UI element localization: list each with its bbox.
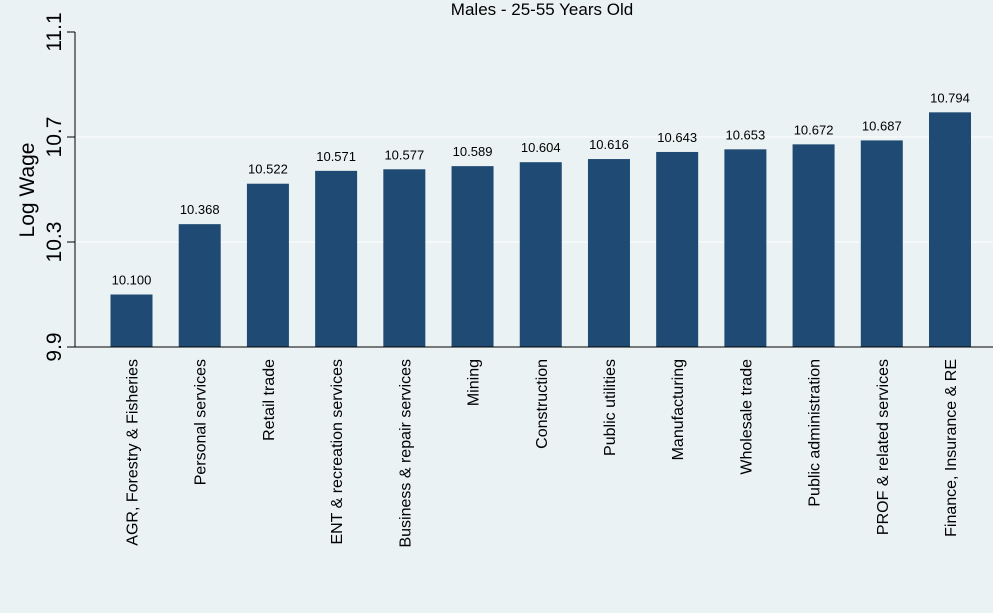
bars — [110, 112, 971, 347]
data-labels: 10.100 10.368 10.522 10.571 10.577 10.589 10.6… — [112, 90, 970, 287]
y-tick-label: 11.1 — [43, 12, 66, 51]
bar — [178, 224, 221, 347]
x-tick-label: Construction — [534, 359, 551, 449]
bar — [110, 294, 153, 347]
y-axis-label: Log Wage — [16, 143, 39, 238]
data-label: 10.687 — [862, 118, 902, 133]
x-tick-label: Personal services — [193, 359, 210, 485]
x-tick-label: ENT & recreation services — [329, 359, 346, 545]
bar — [383, 169, 426, 347]
bar — [656, 151, 699, 347]
x-tick-label: PROF & related services — [875, 359, 892, 535]
x-tick-label: Public administration — [807, 359, 824, 507]
data-label: 10.672 — [794, 122, 834, 137]
data-label: 10.794 — [930, 90, 970, 105]
x-tick-label: Manufacturing — [670, 359, 687, 460]
chart-title: Males - 25-55 Years Old — [451, 0, 633, 19]
x-tick-label: Business & repair services — [397, 359, 414, 548]
y-tick-label: 10.7 — [43, 117, 66, 158]
data-label: 10.368 — [180, 202, 220, 217]
bar — [587, 159, 630, 347]
x-tick-label: Retail trade — [261, 359, 278, 441]
bar — [929, 112, 971, 347]
data-label: 10.100 — [112, 273, 152, 288]
x-tick-label: Finance, Insurance & RE — [943, 359, 960, 537]
data-label: 10.604 — [521, 140, 561, 155]
data-label: 10.522 — [248, 162, 288, 177]
x-tick-labels: AGR, Forestry & Fisheries Personal servic… — [125, 359, 961, 548]
y-tick-labels: 9.9 10.3 10.7 11.1 — [43, 12, 66, 361]
data-label: 10.616 — [589, 137, 629, 152]
data-label: 10.571 — [316, 149, 356, 164]
bar — [519, 162, 562, 347]
bar — [860, 140, 903, 347]
y-tick-label: 9.9 — [43, 332, 66, 361]
y-tick-label: 10.3 — [43, 222, 66, 263]
bar — [451, 166, 494, 347]
data-label: 10.577 — [384, 147, 424, 162]
data-label: 10.643 — [657, 130, 697, 145]
bar — [792, 144, 835, 347]
bar — [315, 170, 358, 347]
x-tick-label: Mining — [466, 359, 483, 406]
bar — [246, 183, 289, 347]
data-label: 10.589 — [453, 144, 493, 159]
data-label: 10.653 — [725, 127, 765, 142]
axes — [67, 31, 993, 348]
x-tick-label: Public utilities — [602, 359, 619, 456]
x-tick-label: AGR, Forestry & Fisheries — [125, 359, 142, 546]
bar — [724, 149, 767, 347]
x-tick-label: Wholesale trade — [738, 359, 755, 475]
